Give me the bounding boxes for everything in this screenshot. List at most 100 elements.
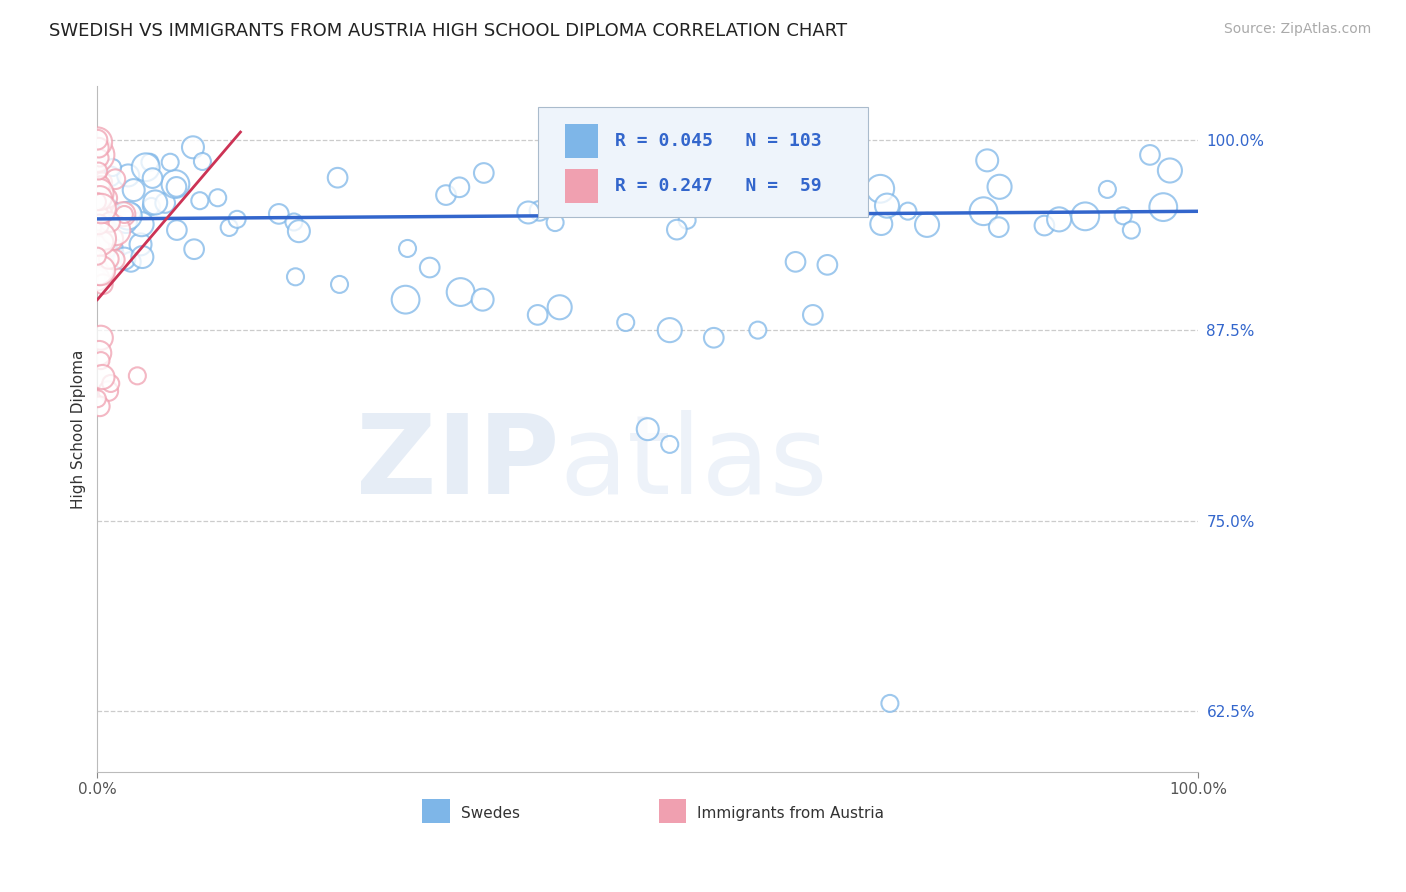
Point — [115, 215, 138, 229]
Point — [86, 271, 108, 285]
Point — [153, 196, 176, 211]
Point — [529, 203, 551, 218]
Point — [127, 368, 149, 383]
Point — [1074, 210, 1097, 224]
Point — [97, 241, 120, 255]
FancyBboxPatch shape — [565, 169, 598, 202]
Point — [98, 215, 121, 229]
Point — [101, 161, 124, 175]
Point — [1033, 219, 1056, 233]
Point — [876, 199, 898, 213]
Point — [89, 239, 111, 253]
FancyBboxPatch shape — [537, 107, 868, 217]
Point — [87, 206, 110, 220]
Point — [328, 277, 350, 292]
Point — [100, 232, 122, 246]
Point — [93, 218, 115, 232]
Point — [973, 204, 995, 219]
Point — [104, 223, 127, 237]
Point — [89, 178, 111, 193]
Point — [1047, 212, 1070, 227]
Point — [89, 197, 111, 211]
Point — [976, 153, 998, 168]
Point — [87, 232, 110, 246]
Point — [1159, 163, 1181, 178]
Text: atlas: atlas — [560, 410, 828, 517]
Point — [86, 148, 108, 162]
Point — [87, 231, 110, 245]
Point — [188, 194, 211, 208]
Point — [87, 181, 110, 195]
Point — [1139, 148, 1161, 162]
Point — [879, 697, 901, 711]
Point — [89, 400, 111, 414]
Point — [121, 205, 143, 219]
Point — [915, 218, 938, 232]
Point — [683, 174, 706, 188]
Point — [93, 235, 115, 249]
Point — [449, 180, 471, 194]
Point — [288, 224, 311, 238]
Point — [785, 255, 807, 269]
Point — [396, 242, 419, 256]
Point — [87, 250, 110, 264]
Point — [226, 212, 249, 227]
Point — [166, 223, 188, 237]
Point — [131, 250, 153, 264]
Point — [1097, 182, 1119, 196]
Point — [86, 133, 108, 147]
Point — [103, 241, 125, 255]
Point — [89, 346, 111, 360]
Point — [90, 331, 112, 345]
Point — [86, 270, 108, 285]
Point — [553, 169, 575, 184]
Point — [87, 218, 110, 232]
Point — [815, 258, 838, 272]
Point — [737, 191, 759, 205]
Point — [100, 376, 122, 391]
Point — [419, 260, 441, 275]
Text: R = 0.045   N = 103: R = 0.045 N = 103 — [614, 132, 821, 150]
Point — [90, 353, 112, 368]
FancyBboxPatch shape — [565, 124, 598, 159]
Point — [101, 247, 124, 261]
Point — [117, 169, 139, 183]
Point — [870, 217, 893, 231]
Point — [90, 214, 112, 228]
Point — [141, 199, 163, 213]
Point — [744, 194, 766, 209]
Point — [472, 166, 495, 180]
Point — [450, 285, 472, 299]
Point — [91, 229, 114, 244]
Point — [801, 308, 824, 322]
Text: SWEDISH VS IMMIGRANTS FROM AUSTRIA HIGH SCHOOL DIPLOMA CORRELATION CHART: SWEDISH VS IMMIGRANTS FROM AUSTRIA HIGH … — [49, 22, 848, 40]
Point — [548, 300, 571, 314]
Point — [90, 190, 112, 204]
Point — [89, 263, 111, 277]
Point — [87, 211, 110, 226]
Text: Swedes: Swedes — [461, 805, 520, 821]
Point — [283, 215, 305, 229]
Point — [91, 175, 114, 189]
Point — [86, 222, 108, 236]
Point — [658, 323, 681, 337]
Point — [86, 208, 108, 222]
Point — [131, 217, 153, 231]
Point — [104, 172, 127, 186]
Point — [87, 230, 110, 244]
Point — [90, 227, 112, 241]
Point — [86, 163, 108, 178]
Point — [89, 151, 111, 165]
Point — [112, 252, 135, 266]
Point — [218, 220, 240, 235]
Point — [96, 191, 118, 205]
Point — [87, 141, 110, 155]
Point — [637, 422, 659, 436]
Point — [434, 188, 457, 202]
Point — [703, 331, 725, 345]
Point — [90, 178, 112, 192]
Point — [104, 252, 127, 267]
Point — [326, 170, 349, 185]
Point — [143, 195, 166, 210]
Point — [267, 207, 290, 221]
